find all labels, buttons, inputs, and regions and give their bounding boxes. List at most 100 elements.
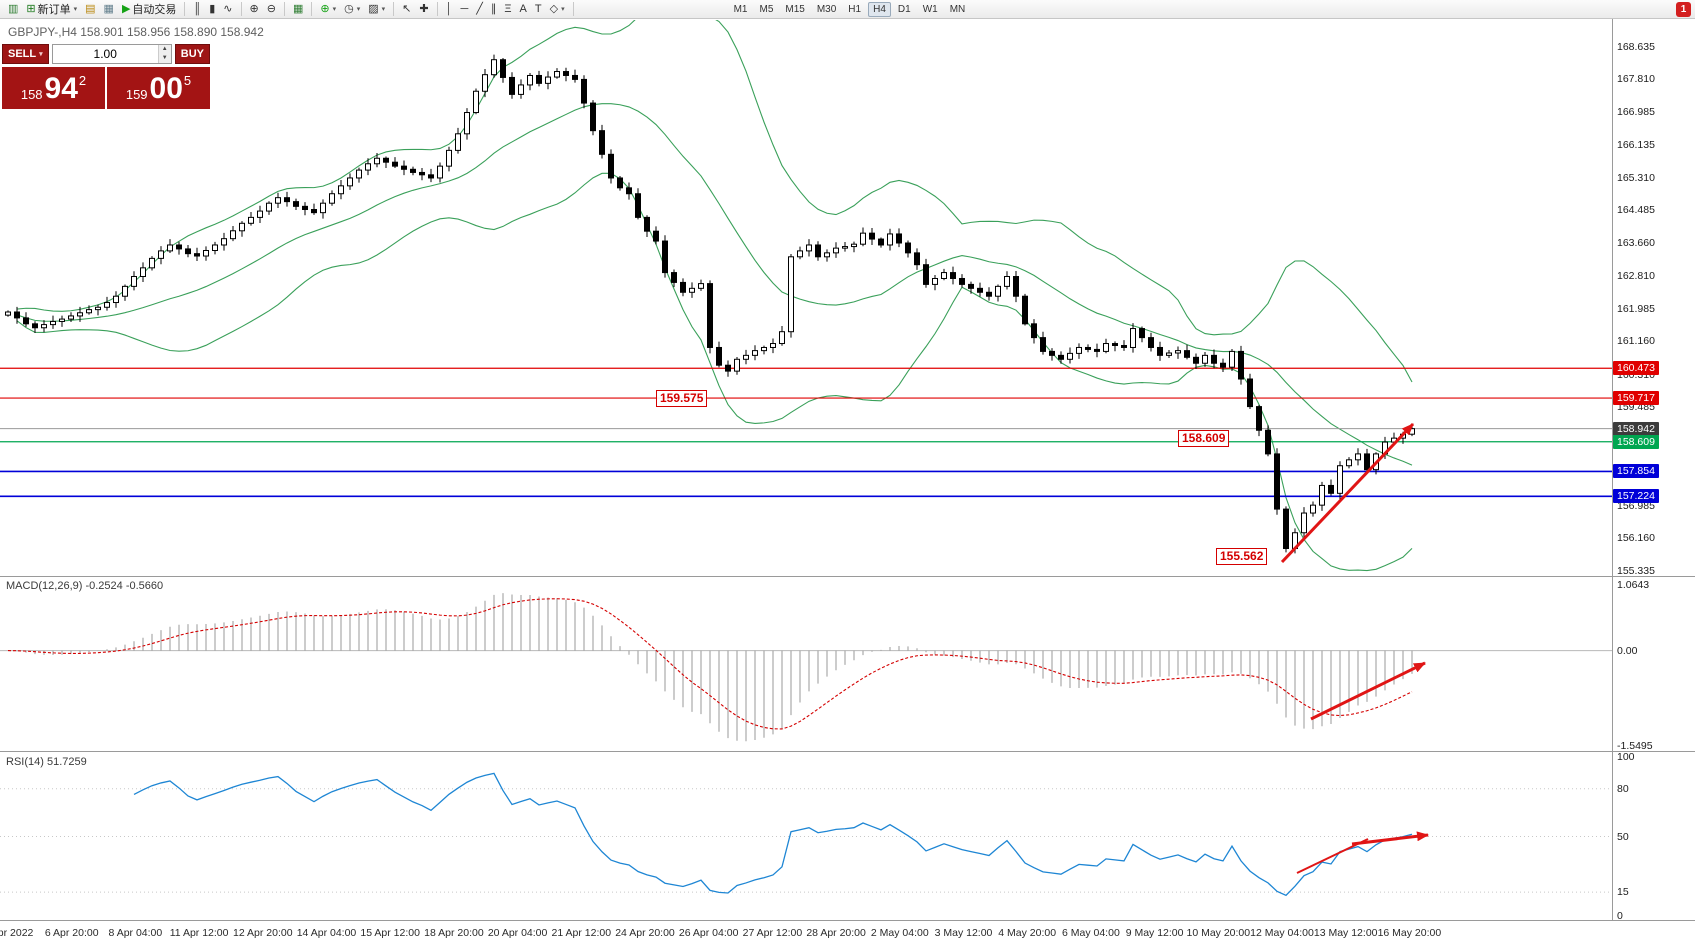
zoom-out-icon[interactable]: ⊖ (263, 1, 280, 18)
templates-icon[interactable]: ▨ ▾ (364, 1, 389, 18)
price-marker: 158.942 (1613, 421, 1659, 436)
price-annotation-box[interactable]: 155.562 (1216, 548, 1268, 565)
trend-arrows (1280, 422, 1429, 874)
data-window-icon: ▦ (103, 2, 114, 15)
time-tick: 26 Apr 04:00 (678, 927, 739, 939)
chevron-down-icon[interactable]: ▾ (332, 6, 337, 13)
timeframe-m15[interactable]: M15 (785, 3, 805, 15)
notification-badge[interactable]: 1 (1676, 1, 1691, 17)
price-marker: 157.224 (1613, 489, 1659, 504)
new-chart-icon[interactable]: ▥ (4, 1, 22, 18)
text-icon[interactable]: A (516, 1, 531, 18)
macd-panel[interactable] (0, 593, 1612, 742)
volume-control: ▲ ▼ (51, 44, 172, 64)
volume-up-icon[interactable]: ▲ (158, 45, 171, 54)
fibonacci-icon[interactable]: Ξ (500, 1, 515, 18)
data-window-icon[interactable]: ▦ (100, 1, 118, 18)
bar-chart-icon: ║ (193, 2, 202, 15)
auto-trading-button[interactable]: ▶ 自动交易 (118, 1, 180, 18)
price-marker: 157.854 (1613, 464, 1659, 479)
text-icon: A (519, 2, 527, 15)
timeframe-w1[interactable]: W1 (922, 3, 938, 15)
toolbar-separator (393, 2, 395, 16)
chevron-down-icon[interactable]: ▾ (73, 6, 78, 13)
macd-label: MACD(12,26,9) -0.2524 -0.5660 (6, 580, 164, 592)
one-click-trading-panel: SELL ▾ ▲ ▼ BUY 158 94 2 159 00 (2, 43, 210, 109)
chevron-down-icon[interactable]: ▾ (381, 6, 386, 13)
candlestick-chart-icon: ▮ (209, 2, 216, 15)
price-annotation-box[interactable]: 158.609 (1178, 430, 1230, 447)
cursor-icon[interactable]: ↖ (398, 1, 415, 18)
channel-icon[interactable]: ∥ (487, 1, 501, 18)
volume-input[interactable] (52, 45, 158, 63)
text-label-icon[interactable]: T (531, 1, 546, 18)
add-indicator-icon[interactable]: ⊕ ▾ (316, 1, 340, 18)
templates-icon: ▨ (368, 2, 379, 15)
rsi-tick: 50 (1617, 831, 1629, 843)
new-order-button[interactable]: ⊞ 新订单 ▾ (22, 1, 81, 18)
price-tick: 168.635 (1617, 40, 1655, 53)
buy-price-pips: 00 (149, 72, 183, 105)
tile-windows-icon[interactable]: ▦ (289, 1, 307, 18)
zoom-in-icon[interactable]: ⊕ (246, 1, 263, 18)
periods-icon[interactable]: ◷ ▾ (340, 1, 364, 18)
time-tick: 4 Apr 2022 (0, 927, 34, 939)
rsi-panel[interactable] (0, 772, 1612, 897)
chevron-down-icon[interactable]: ▾ (561, 6, 565, 13)
time-tick: 16 May 20:00 (1377, 927, 1442, 939)
time-tick: 8 Apr 04:00 (108, 927, 163, 939)
crosshair-icon[interactable]: ✚ (415, 1, 432, 18)
line-chart-icon[interactable]: ∿ (219, 1, 236, 18)
time-tick: 15 Apr 12:00 (360, 927, 420, 939)
vertical-line-icon[interactable]: │ (442, 1, 457, 18)
new-chart-icon: ▥ (8, 2, 19, 15)
time-axis[interactable]: 4 Apr 2022 6 Apr 20:00 8 Apr 04:00 11 Apr 1… (0, 921, 1695, 944)
timeframe-d1[interactable]: D1 (897, 3, 911, 15)
chevron-down-icon[interactable]: ▾ (356, 6, 361, 13)
timeframe-mn[interactable]: MN (949, 3, 966, 15)
shapes-icon[interactable]: ◇ ▾ (546, 1, 569, 18)
chevron-down-icon[interactable]: ▾ (39, 51, 43, 58)
time-tick: 6 Apr 20:00 (44, 927, 99, 939)
periods-icon: ◷ (344, 2, 354, 15)
new-order-icon: ⊞ (26, 2, 36, 15)
rsi-tick: 15 (1617, 886, 1629, 898)
market-watch-icon[interactable]: ▤ (81, 1, 99, 18)
timeframe-h1[interactable]: H1 (848, 3, 862, 15)
price-tick: 155.335 (1617, 564, 1655, 577)
auto-trading-button-label: 自动交易 (132, 4, 177, 16)
rsi-label: RSI(14) 51.7259 (6, 756, 87, 768)
sell-button[interactable]: SELL ▾ (2, 44, 49, 64)
market-watch-icon: ▤ (85, 2, 96, 15)
bar-chart-icon[interactable]: ║ (189, 1, 205, 18)
timeframe-h4[interactable]: H4 (868, 1, 891, 17)
time-tick: 18 Apr 20:00 (424, 927, 484, 939)
time-tick: 2 May 04:00 (870, 927, 929, 939)
rsi-tick: 100 (1617, 751, 1635, 763)
volume-down-icon[interactable]: ▼ (158, 54, 171, 63)
timeframe-m30[interactable]: M30 (816, 3, 837, 15)
toolbar-separator (184, 2, 186, 16)
horizontal-line-icon: ─ (460, 2, 469, 15)
timeframe-m5[interactable]: M5 (759, 3, 774, 15)
horizontal-line-icon[interactable]: ─ (456, 1, 472, 18)
buy-price-display[interactable]: 159 00 5 (107, 67, 210, 109)
price-tick: 161.985 (1617, 302, 1655, 315)
candlestick-chart-icon[interactable]: ▮ (205, 1, 219, 18)
tile-windows-icon: ▦ (292, 2, 304, 15)
trendline-icon: ╱ (476, 2, 483, 15)
price-annotation-box[interactable]: 159.575 (656, 390, 708, 407)
timeframe-m1[interactable]: M1 (733, 3, 748, 15)
trendline-icon[interactable]: ╱ (472, 1, 487, 18)
price-tick: 166.135 (1617, 139, 1655, 152)
buy-button[interactable]: BUY (174, 44, 210, 64)
main-price-panel[interactable] (0, 1, 1612, 572)
time-tick: 24 Apr 20:00 (615, 927, 675, 939)
time-tick: 28 Apr 20:00 (806, 927, 866, 939)
fibonacci-icon: Ξ (504, 2, 512, 15)
time-tick: 20 Apr 04:00 (487, 927, 548, 939)
time-tick: 9 May 12:00 (1125, 927, 1184, 939)
sell-price-display[interactable]: 158 94 2 (2, 67, 105, 109)
toolbar-separator (283, 2, 285, 16)
